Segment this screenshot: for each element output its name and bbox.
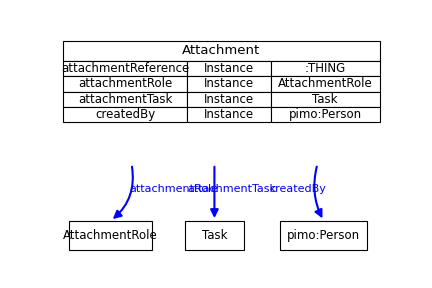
- Bar: [64, 92, 187, 107]
- Bar: [64, 61, 187, 76]
- Bar: [187, 61, 271, 76]
- Bar: [271, 76, 379, 92]
- Bar: [271, 107, 379, 122]
- Bar: [64, 107, 187, 122]
- Text: Instance: Instance: [204, 77, 254, 90]
- Text: AttachmentRole: AttachmentRole: [278, 77, 373, 90]
- Text: Instance: Instance: [204, 108, 254, 121]
- Bar: [187, 92, 271, 107]
- Text: pimo:Person: pimo:Person: [287, 229, 360, 242]
- Text: attachmentTask: attachmentTask: [188, 183, 277, 194]
- Text: attachmentRole: attachmentRole: [78, 77, 172, 90]
- Text: pimo:Person: pimo:Person: [289, 108, 362, 121]
- Bar: [185, 221, 244, 250]
- Text: AttachmentRole: AttachmentRole: [63, 229, 158, 242]
- Bar: [69, 221, 152, 250]
- Text: attachmentTask: attachmentTask: [78, 93, 172, 106]
- Text: createdBy: createdBy: [270, 183, 327, 194]
- Bar: [64, 41, 379, 61]
- Bar: [271, 61, 379, 76]
- Bar: [64, 76, 187, 92]
- Text: :THING: :THING: [305, 62, 346, 75]
- Text: Task: Task: [202, 229, 227, 242]
- Bar: [280, 221, 367, 250]
- Text: Attachment: Attachment: [182, 44, 260, 57]
- Text: attachmentReference: attachmentReference: [61, 62, 189, 75]
- Text: attachmentRole: attachmentRole: [130, 183, 219, 194]
- Text: Task: Task: [312, 93, 338, 106]
- Text: Instance: Instance: [204, 62, 254, 75]
- Bar: [187, 107, 271, 122]
- Text: createdBy: createdBy: [95, 108, 156, 121]
- Bar: [187, 76, 271, 92]
- Text: Instance: Instance: [204, 93, 254, 106]
- Bar: [271, 92, 379, 107]
